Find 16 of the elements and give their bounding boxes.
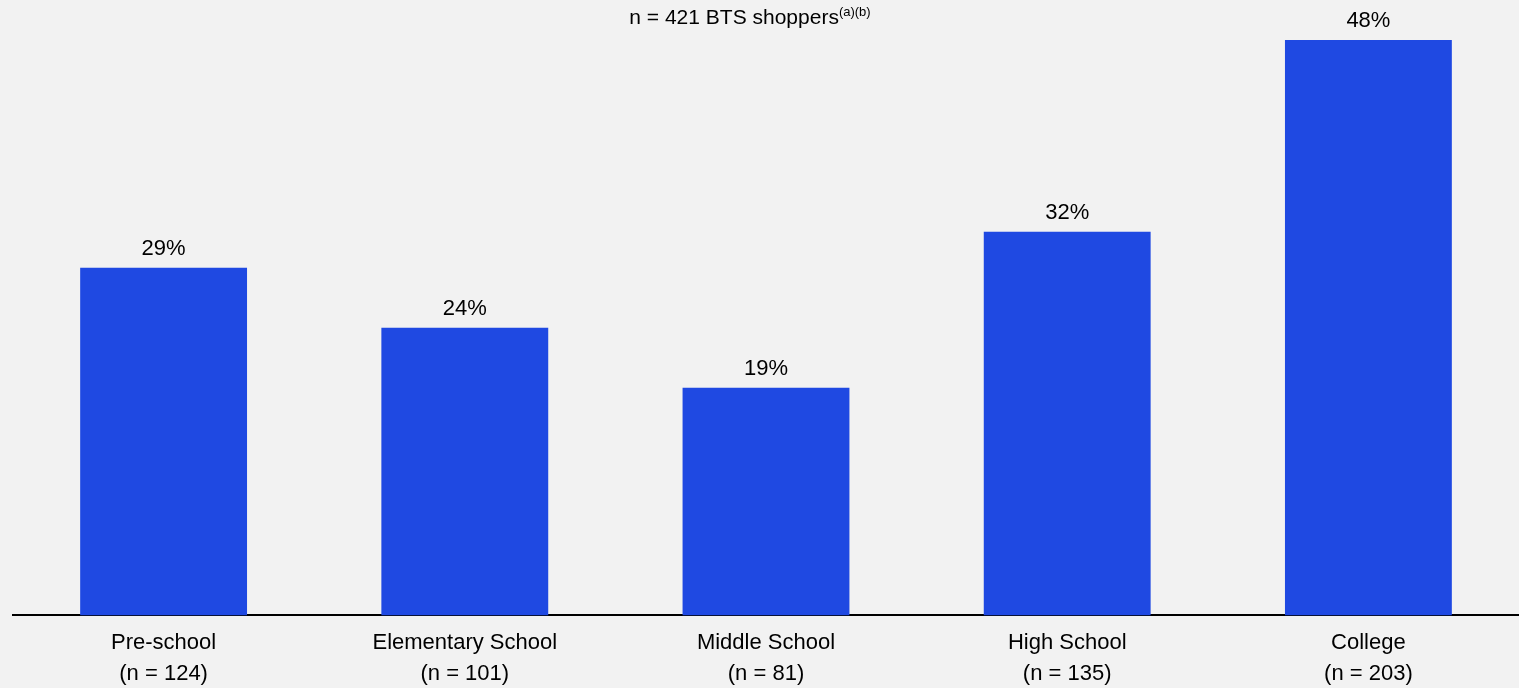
x-tick-label: Pre-school (n = 124) [111,628,217,685]
chart-subtitle: n = 421 BTS shoppers$^{(a)(b)}$ [629,4,871,28]
data-label: 32% [1045,198,1090,224]
data-label: 24% [442,294,487,320]
data-label: 19% [743,354,789,380]
bar [1284,40,1452,616]
data-label: 48% [1346,7,1391,33]
x-tick-label: Middle School (n = 81) [696,628,836,685]
bar [983,231,1151,616]
bar [381,327,549,616]
x-tick-label: High School (n = 135) [1007,628,1127,685]
data-label: 29% [141,234,186,260]
x-tick-label: College (n = 203) [1324,628,1413,685]
bar [682,387,850,616]
x-tick-label: Elementary School (n = 101) [372,628,558,685]
bar [80,267,248,616]
